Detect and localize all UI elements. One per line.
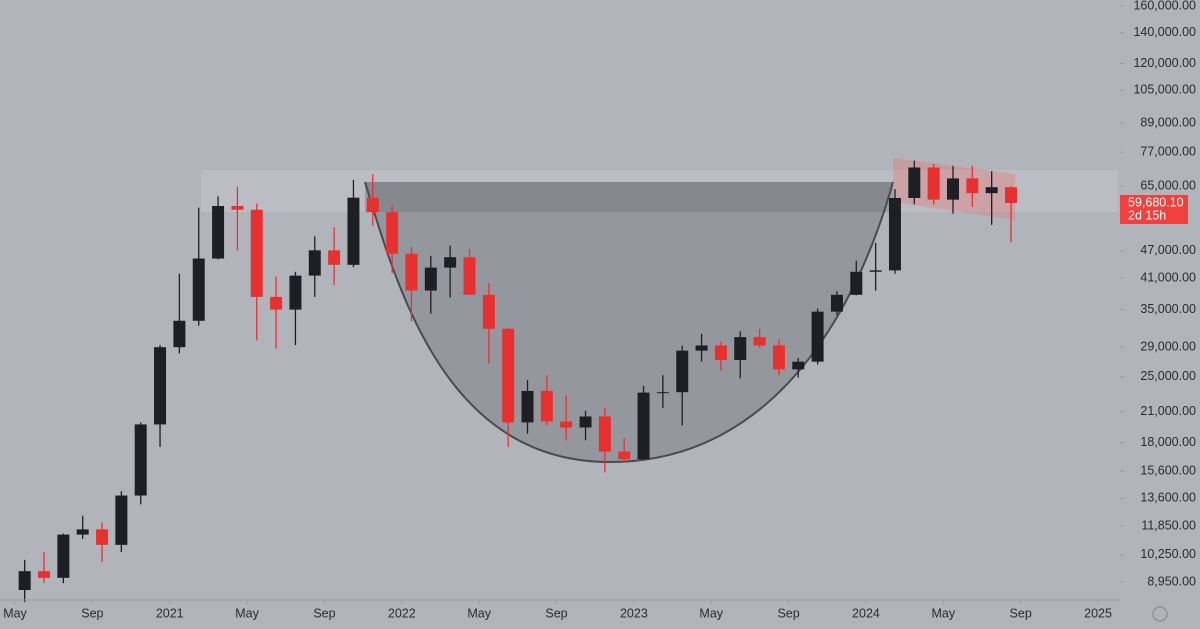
x-tick-label: Sep — [1010, 606, 1032, 620]
candle-body — [579, 416, 592, 428]
y-tick-label: 47,000.00 — [1140, 243, 1196, 257]
candle-body — [637, 392, 650, 460]
candle-body — [463, 257, 476, 295]
countdown: 2d 15h — [1128, 208, 1166, 222]
y-tick-label: 18,000.00 — [1140, 435, 1196, 449]
y-tick-label: 120,000.00 — [1133, 56, 1196, 70]
y-tick-label: 41,000.00 — [1140, 270, 1196, 284]
candle-body — [424, 267, 437, 291]
x-tick-label: 2021 — [156, 606, 184, 620]
y-tick-label: 13,600.00 — [1140, 491, 1196, 505]
candle-body — [792, 361, 805, 370]
cup-fill — [365, 182, 893, 462]
price-box — [1120, 195, 1188, 224]
x-tick-label: May — [932, 606, 956, 620]
candle-body — [502, 328, 515, 423]
candle-body — [212, 205, 225, 259]
y-tick-label: 29,000.00 — [1140, 339, 1196, 353]
cup-curve — [364, 181, 894, 464]
candle-body — [134, 424, 147, 496]
candle-body — [656, 392, 669, 394]
candle-body — [598, 416, 611, 452]
y-tick-label: 105,000.00 — [1133, 82, 1196, 96]
candle-body — [850, 271, 863, 295]
y-tick-label: 160,000.00 — [1133, 0, 1196, 12]
candle-body — [115, 495, 128, 545]
x-tick-label: May — [235, 606, 259, 620]
candle-body — [57, 534, 70, 578]
candle-body — [405, 253, 418, 291]
x-tick-label: Sep — [777, 606, 799, 620]
candle-body — [231, 205, 244, 210]
x-tick-label: May — [699, 606, 723, 620]
candle-body — [908, 167, 921, 198]
candle-body — [830, 294, 843, 312]
y-tick-label: 15,600.00 — [1140, 463, 1196, 477]
y-tick-label: 65,000.00 — [1140, 178, 1196, 192]
candle-body — [734, 337, 747, 360]
x-tick-label: 2022 — [388, 606, 416, 620]
y-tick-label: 10,250.00 — [1140, 547, 1196, 561]
x-tick-label: 2025 — [1084, 606, 1112, 620]
y-tick-label: 35,000.00 — [1140, 302, 1196, 316]
candle-body — [695, 345, 708, 351]
candle-body — [76, 529, 89, 535]
x-tick-label: 2024 — [852, 606, 880, 620]
y-tick-label: 21,000.00 — [1140, 404, 1196, 418]
candle-body — [618, 451, 631, 460]
candle-body — [96, 529, 109, 545]
y-tick-label: 89,000.00 — [1140, 115, 1196, 129]
x-tick-label: May — [467, 606, 491, 620]
candle-body — [966, 178, 979, 194]
candle-body — [927, 167, 940, 200]
x-tick-label: Sep — [81, 606, 103, 620]
y-tick-label: 77,000.00 — [1140, 144, 1196, 158]
candle-body — [366, 197, 379, 213]
candle-body — [521, 390, 534, 423]
candle-body — [888, 197, 901, 271]
candle-body — [38, 571, 51, 578]
last-price: 59,680.10 — [1128, 195, 1184, 209]
candle-body — [753, 337, 766, 346]
cup-rim — [365, 182, 893, 212]
candle-body — [714, 345, 727, 360]
candle-body — [560, 421, 573, 428]
candle-body — [154, 347, 167, 425]
candle-body — [18, 571, 31, 590]
y-tick-label: 140,000.00 — [1133, 25, 1196, 39]
x-tick-label: May — [3, 606, 27, 620]
candle-body — [946, 178, 959, 200]
x-tick-label: 2023 — [620, 606, 648, 620]
candle-body — [328, 250, 341, 265]
candle-body — [270, 296, 283, 310]
candle-body — [869, 270, 882, 272]
candle-body — [1005, 187, 1018, 204]
candle-body — [811, 311, 824, 362]
x-tick-label: Sep — [545, 606, 567, 620]
candle-body — [386, 212, 399, 254]
y-tick-label: 25,000.00 — [1140, 369, 1196, 383]
y-tick-label: 11,850.00 — [1141, 518, 1196, 532]
candle-body — [985, 187, 998, 194]
candle-body — [192, 258, 205, 321]
y-tick-label: 8,950.00 — [1147, 574, 1196, 588]
candle-body — [772, 345, 785, 370]
candle-body — [173, 320, 186, 348]
candle-body — [308, 250, 321, 276]
candle-body — [540, 390, 553, 422]
candle-body — [482, 294, 495, 329]
candle-body — [676, 350, 689, 393]
candle-body — [289, 275, 302, 310]
settings-icon[interactable] — [1152, 606, 1168, 622]
candle-body — [347, 197, 360, 265]
candle-body — [444, 257, 457, 268]
candle-body — [250, 209, 263, 297]
x-tick-label: Sep — [313, 606, 335, 620]
